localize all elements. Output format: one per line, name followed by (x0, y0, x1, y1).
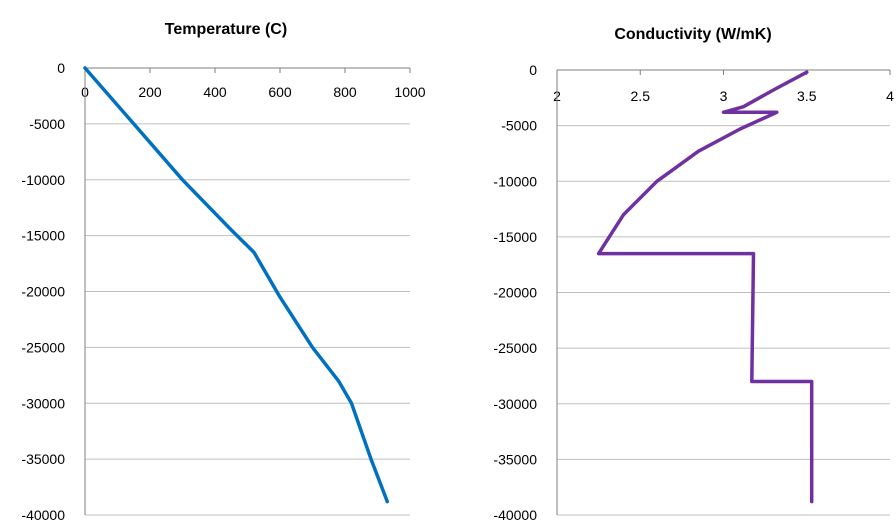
y-tick-label: -25000 (493, 340, 537, 356)
y-tick-label: -10000 (493, 173, 537, 189)
series-layer (83, 66, 390, 504)
y-tick-label: -15000 (493, 229, 537, 245)
y-tick-label: 0 (57, 60, 65, 76)
series-line (83, 66, 390, 504)
gridlines (85, 123, 410, 516)
y-tick-label: -5000 (501, 118, 537, 134)
x-tick-label: 3.5 (797, 88, 817, 104)
y-tick-label: -25000 (21, 339, 65, 355)
y-tick-label: -10000 (21, 172, 65, 188)
y-tick-label: -30000 (493, 396, 537, 412)
y-tick-label: -35000 (493, 451, 537, 467)
x-tick-label: 600 (268, 84, 292, 100)
axes (84, 67, 411, 515)
y-tick-label: -20000 (21, 284, 65, 300)
y-tick-label: 0 (529, 62, 537, 78)
x-tick-label: 2.5 (631, 88, 651, 104)
x-tick-labels: 22.533.54 (553, 88, 894, 104)
chart-title: Conductivity (W/mK) (614, 26, 771, 43)
x-tick-label: 4 (886, 88, 894, 104)
x-tick-label: 800 (333, 84, 357, 100)
y-tick-label: -35000 (21, 451, 65, 467)
y-tick-label: -20000 (493, 285, 537, 301)
y-tick-label: -40000 (493, 507, 537, 520)
x-tick-label: 1000 (394, 84, 425, 100)
x-tick-label: 400 (203, 84, 227, 100)
y-tick-labels: 0 -5000 -10000 -15000 -20000 -25000 -30000 -350… (493, 62, 537, 520)
y-tick-label: -40000 (21, 507, 65, 520)
gridlines (557, 125, 890, 516)
conductivity-chart: Conductivity (W/mK) 0 -5000 -10000 -15000 -2… (493, 26, 894, 520)
y-tick-label: -5000 (29, 116, 65, 132)
temperature-chart: Temperature (C) 0 -5000 -10000 -15000 -20000… (21, 21, 425, 520)
y-tick-labels: 0 -5000 -10000 -15000 -20000 -25000 -30000 -350… (21, 60, 65, 520)
series-layer (596, 70, 814, 504)
y-tick-label: -15000 (21, 228, 65, 244)
y-tick-label: -30000 (21, 395, 65, 411)
chart-title: Temperature (C) (165, 21, 287, 38)
x-tick-label: 200 (138, 84, 162, 100)
x-tick-label: 3 (720, 88, 728, 104)
series-line (596, 70, 814, 504)
